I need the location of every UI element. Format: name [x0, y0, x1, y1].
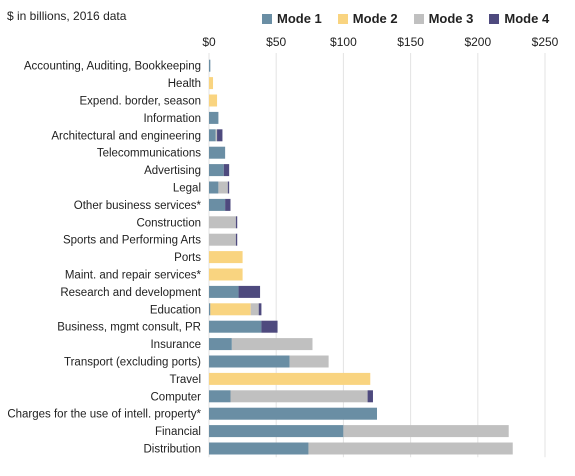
x-tick-label: $50 — [266, 35, 286, 49]
bar-segment — [223, 164, 230, 177]
bar-segment — [209, 129, 216, 142]
category-label: Other business services* — [74, 200, 202, 212]
category-label: Transport (excluding ports) — [64, 357, 201, 369]
x-tick-label: $200 — [464, 35, 491, 49]
category-label: Telecommunications — [97, 148, 201, 160]
bar-segment — [209, 303, 211, 316]
category-label: Research and development — [60, 287, 201, 299]
bar-segment — [367, 390, 373, 403]
bar-segment — [209, 198, 226, 211]
x-tick-label: $100 — [330, 35, 357, 49]
category-label: Education — [150, 304, 201, 316]
bar-segment — [209, 390, 231, 403]
bar-segment — [209, 77, 214, 90]
bar-segment — [217, 129, 223, 142]
bar-segment — [261, 320, 278, 333]
x-tick-label: $150 — [397, 35, 424, 49]
category-label: Ports — [174, 252, 201, 264]
bar-segment — [230, 390, 368, 403]
category-label: Sports and Performing Arts — [63, 235, 201, 247]
unit-label: $ in billions, 2016 data — [7, 9, 127, 23]
bar-segment — [209, 146, 226, 159]
category-label: Accounting, Auditing, Bookkeeping — [24, 61, 201, 73]
category-label: Distribution — [143, 444, 201, 456]
bar-segment — [209, 216, 236, 229]
bar-segment — [209, 164, 224, 177]
bar-segment — [343, 425, 509, 438]
x-tick-label: $0 — [202, 35, 216, 49]
bar-segment — [225, 198, 231, 211]
category-label: Construction — [136, 217, 201, 229]
category-label: Computer — [151, 391, 202, 403]
bar-segment — [209, 320, 262, 333]
legend-item: Mode 4 — [489, 11, 549, 26]
legend-item: Mode 1 — [262, 11, 322, 26]
bar-segment — [209, 251, 243, 264]
bar-segment — [209, 425, 344, 438]
legend: Mode 1 Mode 2 Mode 3 Mode 4 — [262, 11, 549, 26]
category-label: Advertising — [144, 165, 201, 177]
legend-item: Mode 3 — [413, 11, 474, 26]
x-tick-label: $250 — [532, 35, 559, 49]
bar-segment — [308, 442, 513, 455]
category-label: Financial — [155, 426, 201, 438]
legend-label: Mode 3 — [428, 11, 474, 26]
bar-segment — [209, 442, 309, 455]
category-label: Travel — [169, 374, 201, 386]
legend-label: Mode 1 — [277, 11, 322, 26]
bar-segment — [258, 303, 262, 316]
bar-segment — [209, 233, 236, 246]
bar-segment — [209, 181, 219, 194]
legend-swatch — [489, 13, 500, 24]
category-label: Architectural and engineering — [51, 130, 201, 142]
legend-label: Mode 2 — [352, 11, 398, 26]
bar-segment — [231, 338, 313, 351]
category-label: Information — [143, 113, 201, 125]
bar-segment — [210, 303, 251, 316]
category-label: Charges for the use of intell. property* — [7, 409, 201, 421]
bar-segment — [209, 94, 218, 107]
bar-segment — [209, 355, 290, 368]
category-label: Legal — [173, 183, 201, 195]
bar-segment — [235, 216, 238, 229]
bar-segment — [289, 355, 329, 368]
bar-segment — [209, 372, 371, 385]
category-label: Expend. border, season — [80, 96, 201, 108]
bar-segment — [215, 129, 218, 142]
legend-swatch — [262, 13, 272, 24]
bar-segment — [218, 181, 228, 194]
bar-segment — [209, 59, 211, 72]
bar-segment — [209, 285, 239, 298]
bar-segment — [250, 303, 259, 316]
bar-segment — [227, 181, 230, 194]
bar-segment — [209, 338, 232, 351]
bar-segment — [209, 407, 377, 420]
category-label: Maint. and repair services* — [65, 270, 202, 282]
category-label: Health — [168, 78, 201, 90]
bar-segment — [235, 233, 238, 246]
legend-item: Mode 2 — [337, 11, 398, 26]
category-label: Insurance — [150, 339, 201, 351]
category-label: Business, mgmt consult, PR — [57, 322, 201, 334]
bar-segment — [209, 268, 243, 281]
legend-swatch — [413, 13, 424, 24]
bar-segment — [209, 111, 219, 124]
legend-swatch — [337, 13, 348, 24]
legend-label: Mode 4 — [504, 11, 550, 26]
bar-segment — [238, 285, 261, 298]
